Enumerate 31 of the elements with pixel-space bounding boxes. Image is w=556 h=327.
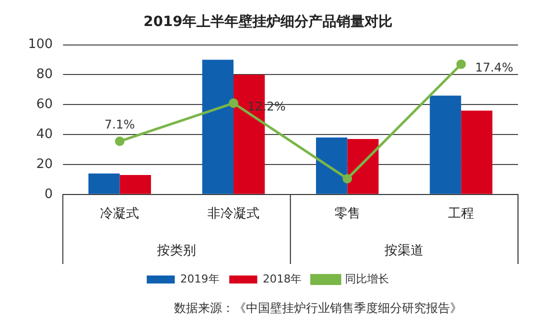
y-tick-label: 60 <box>36 97 53 112</box>
data-label: 7.1% <box>104 117 135 132</box>
chart-title: 2019年上半年壁挂炉细分产品销量对比 <box>144 13 392 30</box>
data-label: 17.4% <box>475 60 514 74</box>
point <box>456 60 466 69</box>
x-tick-label: 工程 <box>448 206 474 222</box>
text: 按类别 <box>157 243 196 258</box>
x-tick-label: 冷凝式 <box>100 206 140 222</box>
bar <box>461 110 492 194</box>
bar <box>347 139 379 194</box>
legend-label: 2018年 <box>262 272 302 286</box>
text: 按渠道 <box>384 243 424 258</box>
legend-label: 同比增长 <box>345 272 390 286</box>
y-tick-label: 40 <box>36 126 53 142</box>
bar <box>430 96 462 194</box>
point <box>342 174 352 184</box>
point <box>228 98 238 108</box>
legend-label: 2019年 <box>180 272 220 286</box>
source-note: 数据来源：《中国壁挂炉行业销售季度细分研究报告》 <box>174 301 462 316</box>
y-tick-label: 100 <box>28 37 53 52</box>
bar <box>88 173 120 194</box>
y-tick-label: 20 <box>36 156 53 172</box>
bar <box>316 138 348 194</box>
data-label: 12.2% <box>248 99 286 114</box>
y-tick-label: 0 <box>44 186 53 202</box>
bar <box>120 174 152 194</box>
x-tick-label: 零售 <box>334 206 360 222</box>
x-tick-label: 非冷凝式 <box>208 206 260 222</box>
point <box>114 136 124 146</box>
bar <box>202 60 234 194</box>
y-tick-label: 80 <box>36 67 53 82</box>
